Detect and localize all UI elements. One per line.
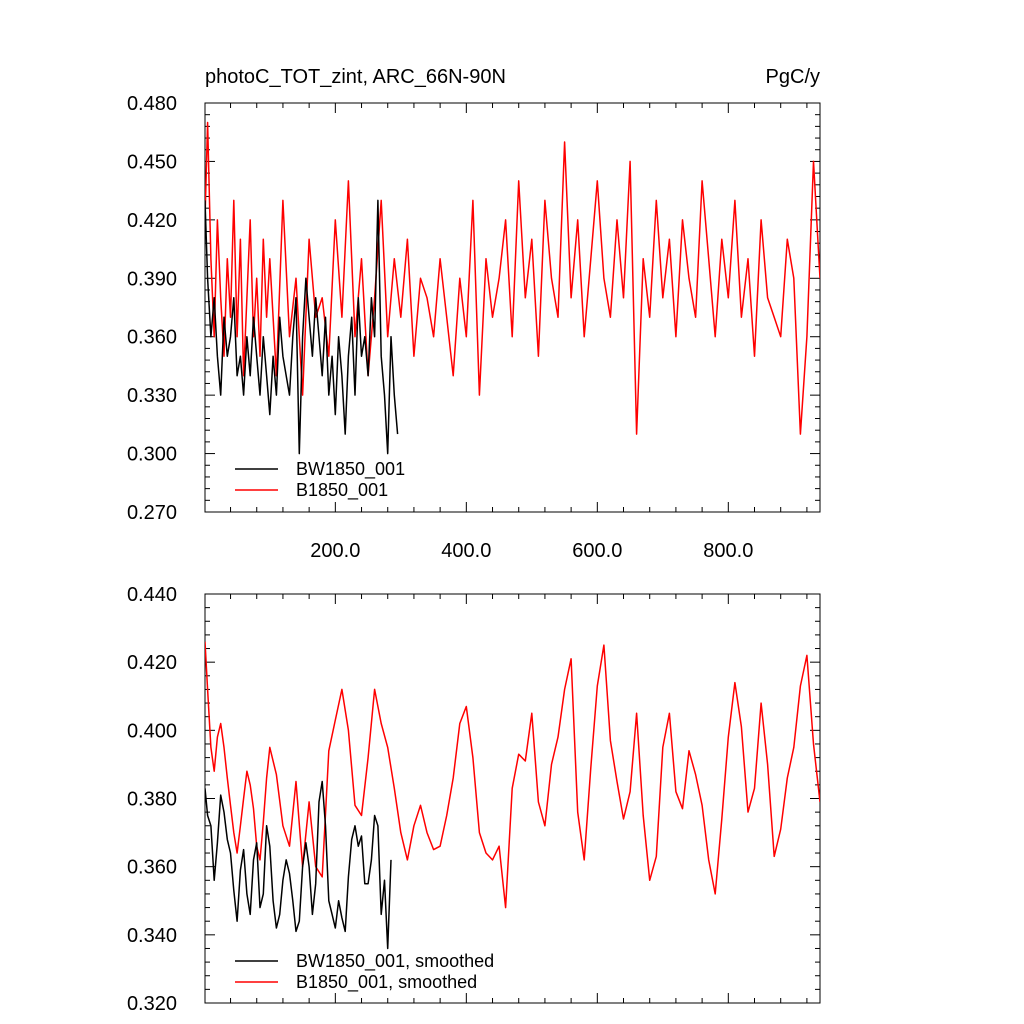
y-tick-label: 0.300 — [127, 444, 177, 466]
chart-units: PgC/y — [766, 66, 820, 88]
series-line-bw-1 — [205, 199, 399, 455]
series-line-b-2 — [205, 641, 820, 909]
y-tick-label: 0.330 — [127, 385, 177, 407]
y-tick-label: 0.420 — [127, 652, 177, 674]
x-tick-label: 800.0 — [703, 540, 753, 562]
y-tick-label: 0.340 — [127, 925, 177, 947]
y-tick-label: 0.320 — [127, 993, 177, 1015]
y-tick-label: 0.390 — [127, 268, 177, 290]
x-tick-label: 400.0 — [441, 540, 491, 562]
series-line-bw-2 — [205, 780, 392, 950]
y-tick-label: 0.270 — [127, 502, 177, 524]
y-tick-label: 0.360 — [127, 327, 177, 349]
plot-frame-1 — [204, 102, 821, 513]
legend-label: BW1850_001, smoothed — [296, 951, 494, 972]
y-tick-label: 0.440 — [127, 584, 177, 606]
y-tick-label: 0.400 — [127, 720, 177, 742]
legend-label: BW1850_001 — [296, 459, 405, 480]
y-tick-label: 0.420 — [127, 210, 177, 232]
y-tick-label: 0.480 — [127, 93, 177, 115]
y-tick-label: 0.380 — [127, 789, 177, 811]
legend-label: B1850_001 — [296, 480, 388, 501]
y-tick-label: 0.360 — [127, 857, 177, 879]
x-tick-label: 200.0 — [310, 540, 360, 562]
chart-title: photoC_TOT_zint, ARC_66N-90N — [205, 66, 506, 88]
legend-label: B1850_001, smoothed — [296, 972, 477, 993]
x-tick-label: 600.0 — [572, 540, 622, 562]
series-line-b-1 — [205, 121, 820, 435]
y-tick-label: 0.450 — [127, 151, 177, 173]
